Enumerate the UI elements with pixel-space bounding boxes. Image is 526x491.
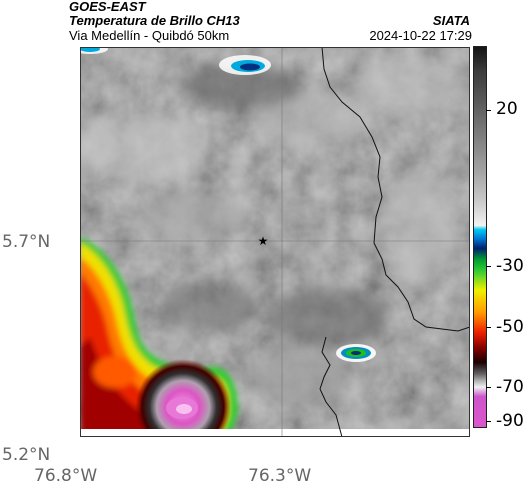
x-tick-label: 76.8°W: [34, 466, 98, 486]
colorbar-tick: [486, 387, 491, 388]
colorbar-tick-label: -30: [496, 256, 524, 276]
colorbar-tick-label: -50: [496, 317, 524, 337]
colorbar-tick-label: -70: [496, 377, 524, 397]
x-tick-label: 76.3°W: [248, 466, 312, 486]
admin-border: [319, 47, 470, 437]
brightness-temperature-map: ★: [80, 47, 470, 437]
colorbar-tick: [486, 110, 491, 111]
product-title: Temperatura de Brillo CH13: [69, 13, 240, 28]
satellite-label: GOES-EAST: [69, 0, 146, 14]
colorbar: [473, 46, 487, 428]
colorbar-tick: [486, 421, 491, 422]
colorbar-tick-label: -90: [496, 411, 524, 431]
datetime-label: 2024-10-22 17:29: [369, 28, 472, 43]
colorbar-tick: [486, 327, 491, 328]
y-tick-label: 5.2°N: [2, 445, 51, 465]
region-subtitle: Via Medellín - Quibdó 50km: [69, 28, 230, 43]
star-icon: ★: [258, 234, 269, 248]
colorbar-tick: [486, 266, 491, 267]
colorbar-tick-label: 20: [496, 99, 518, 119]
org-label: SIATA: [432, 13, 470, 28]
y-tick-label: 5.7°N: [2, 232, 51, 252]
